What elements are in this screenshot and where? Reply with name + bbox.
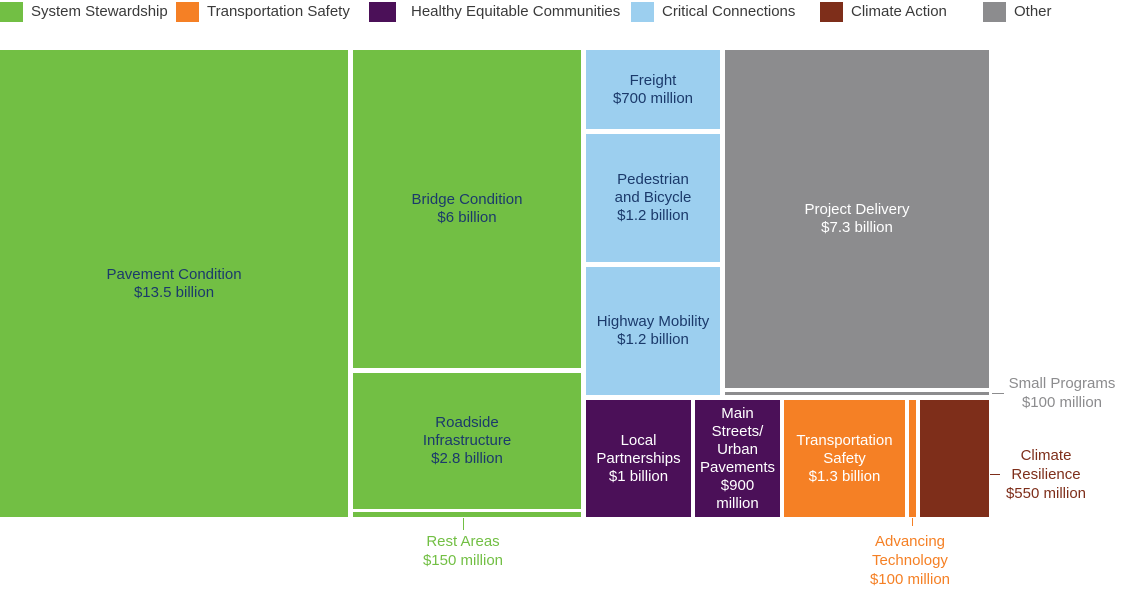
leader-line-climate-resilience bbox=[990, 474, 1000, 475]
treemap-cell-highway-mobility: Highway Mobility $1.2 billion bbox=[586, 267, 720, 395]
treemap-cell-main-streets: Main Streets/ Urban Pavements $900 milli… bbox=[695, 400, 780, 517]
label-rest-areas: Rest Areas $150 million bbox=[422, 533, 504, 569]
label-small-programs: Small Programs $100 million bbox=[1008, 375, 1116, 411]
treemap-cell-bridge-condition: Bridge Condition $6 billion bbox=[353, 50, 581, 368]
legend-label: System Stewardship bbox=[31, 3, 168, 20]
cell-label: Freight $700 million bbox=[612, 71, 694, 107]
leader-line-small-programs bbox=[992, 393, 1004, 394]
legend-swatch-healthy-equitable-communities bbox=[369, 2, 396, 22]
legend-label: Climate Action bbox=[851, 3, 947, 20]
cell-label: Highway Mobility $1.2 billion bbox=[596, 313, 710, 348]
legend-swatch-system-stewardship bbox=[0, 2, 23, 22]
label-climate-resilience: Climate Resilience $550 million bbox=[1005, 447, 1087, 502]
treemap-cell-small-programs bbox=[725, 392, 989, 395]
legend-label: Healthy Equitable Communities bbox=[411, 3, 621, 20]
treemap-cell-transportation-safety: Transportation Safety $1.3 billion bbox=[784, 400, 905, 517]
legend-item-system-stewardship: System Stewardship bbox=[0, 2, 168, 22]
treemap-cell-freight: Freight $700 million bbox=[586, 50, 720, 129]
treemap-cell-advancing-technology bbox=[909, 400, 916, 517]
leader-line-advancing-technology bbox=[912, 518, 913, 526]
legend-label: Critical Connections bbox=[662, 3, 796, 20]
legend-swatch-transportation-safety bbox=[176, 2, 199, 22]
treemap-cell-pavement-condition: Pavement Condition $13.5 billion bbox=[0, 50, 348, 517]
cell-label: Bridge Condition $6 billion bbox=[411, 191, 523, 226]
cell-label: Project Delivery $7.3 billion bbox=[804, 201, 910, 236]
legend-label: Other bbox=[1014, 3, 1052, 20]
treemap-cell-project-delivery: Project Delivery $7.3 billion bbox=[725, 50, 989, 388]
treemap-cell-local-partnerships: Local Partnerships $1 billion bbox=[586, 400, 691, 517]
treemap-cell-climate-resilience bbox=[920, 400, 989, 517]
label-advancing-technology: Advancing Technology $100 million bbox=[869, 533, 951, 588]
leader-line-rest-areas bbox=[463, 518, 464, 530]
treemap-cell-rest-areas bbox=[353, 512, 581, 517]
legend-item-transportation-safety: Transportation Safety bbox=[176, 2, 356, 22]
cell-label: Pavement Condition $13.5 billion bbox=[106, 265, 242, 301]
cell-label: Main Streets/ Urban Pavements $900 milli… bbox=[699, 404, 776, 512]
legend-swatch-critical-connections bbox=[631, 2, 654, 22]
treemap-cell-roadside-infrastructure: Roadside Infrastructure $2.8 billion bbox=[353, 373, 581, 509]
legend-item-climate-action: Climate Action bbox=[820, 2, 960, 22]
legend-label: Transportation Safety bbox=[207, 3, 350, 20]
cell-label: Transportation Safety $1.3 billion bbox=[796, 431, 893, 485]
treemap-cell-pedestrian-bicycle: Pedestrian and Bicycle $1.2 billion bbox=[586, 134, 720, 262]
legend-item-critical-connections: Critical Connections bbox=[631, 2, 801, 22]
cell-label: Local Partnerships $1 billion bbox=[596, 431, 681, 485]
legend-swatch-other bbox=[983, 2, 1006, 22]
legend-swatch-climate-action bbox=[820, 2, 843, 22]
cell-label: Roadside Infrastructure $2.8 billion bbox=[422, 414, 512, 467]
legend-item-other: Other bbox=[983, 2, 1083, 22]
legend-item-healthy-equitable-communities: Healthy Equitable Communities bbox=[369, 2, 621, 22]
cell-label: Pedestrian and Bicycle $1.2 billion bbox=[614, 171, 692, 224]
